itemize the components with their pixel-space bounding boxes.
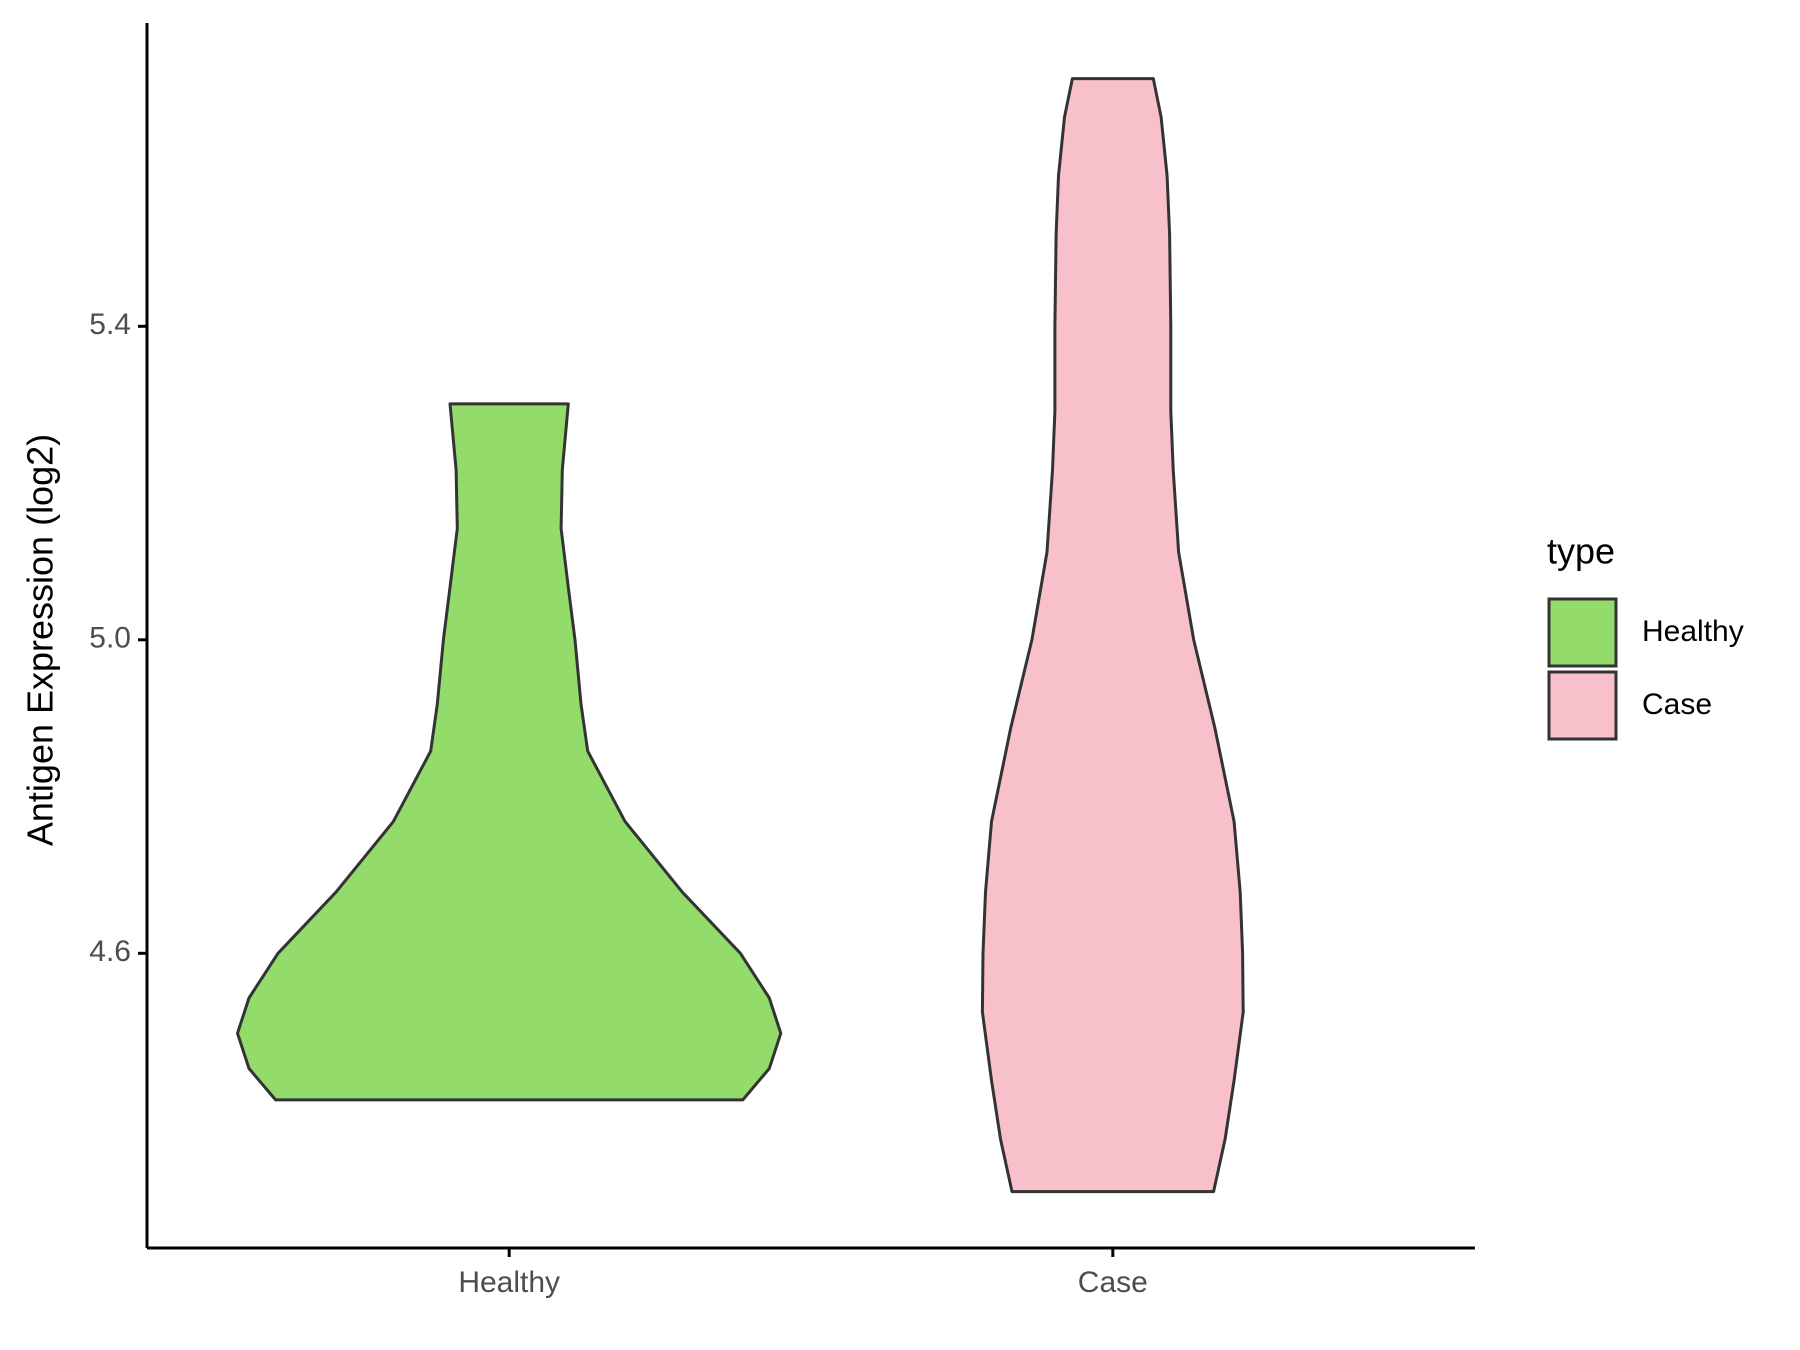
y-tick-label: 5.4	[89, 308, 131, 341]
legend-key	[1547, 597, 1618, 668]
x-tick-label: Case	[1078, 1266, 1148, 1299]
legend-label: Case	[1642, 688, 1712, 721]
legend-key	[1547, 670, 1618, 741]
violin	[980, 77, 1245, 1194]
legend-label: Healthy	[1642, 615, 1744, 648]
y-axis-title: Antigen Expression (log2)	[20, 434, 61, 846]
y-tick-label: 5.0	[89, 622, 131, 655]
legend-title: type	[1547, 531, 1615, 572]
violin	[236, 402, 783, 1102]
y-tick-label: 4.6	[89, 935, 131, 968]
x-tick-label: Healthy	[458, 1266, 560, 1299]
